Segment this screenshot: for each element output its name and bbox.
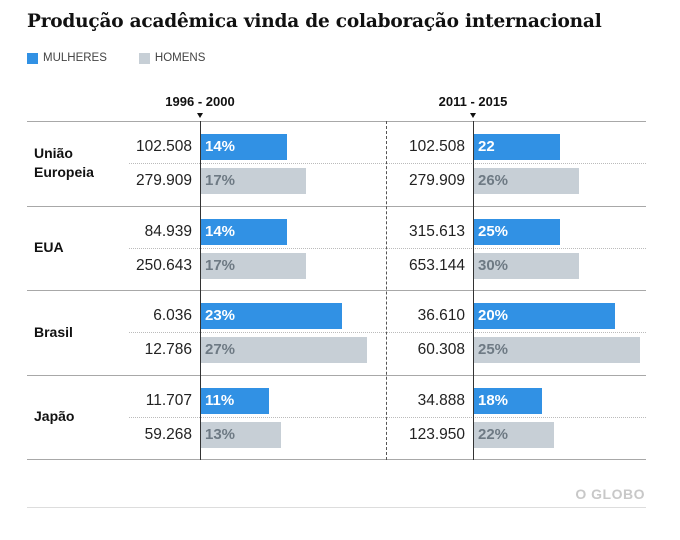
count-mulheres: 102.508 (135, 138, 192, 155)
legend-label-homens: HOMENS (154, 52, 206, 64)
count-mulheres: 6.036 (153, 307, 192, 324)
count-homens: 60.308 (417, 341, 465, 358)
bar-homens: 30% (474, 252, 579, 279)
sub-divider (129, 247, 386, 249)
bar-homens: 27% (201, 337, 367, 363)
legend-item-homens: HOMENS (138, 52, 206, 64)
row-divider (27, 374, 646, 376)
bar-label-mulheres: 18% (478, 391, 509, 409)
bar-label-homens: 27% (205, 341, 236, 358)
sub-divider (129, 163, 386, 164)
sub-divider (386, 416, 646, 418)
period-divider (386, 121, 387, 460)
bar-homens: 17% (201, 168, 306, 194)
country-label: Japão (34, 408, 75, 424)
bar-label-mulheres: 20% (478, 307, 509, 324)
axis-line-2 (473, 121, 474, 460)
country-label: Brasil (34, 323, 73, 340)
bar-label-mulheres: 22 (478, 138, 495, 155)
bar-label-homens: 25% (478, 341, 509, 358)
legend-label-mulheres: MULHERES (43, 52, 107, 64)
bar-label-homens: 13% (205, 425, 236, 443)
bar-mulheres: 11% (201, 387, 269, 414)
bar-label-homens: 17% (205, 172, 236, 189)
bar-label-homens: 17% (205, 256, 236, 274)
count-mulheres: 102.508 (408, 138, 465, 155)
sub-divider (129, 332, 386, 333)
bar-label-mulheres: 14% (205, 222, 236, 240)
period-marker-1-icon (197, 113, 203, 118)
count-homens: 59.268 (144, 425, 192, 443)
period-label-2: 2011 - 2015 (438, 94, 508, 109)
bar-label-mulheres: 25% (478, 222, 509, 240)
row-divider (27, 459, 646, 460)
count-homens: 279.909 (408, 172, 465, 189)
legend: MULHERES HOMENS (27, 52, 237, 64)
period-label-1: 1996 - 2000 (165, 94, 235, 109)
footer-divider (27, 507, 646, 508)
sub-divider (386, 332, 646, 333)
bar-label-homens: 30% (478, 256, 509, 274)
brand-logo: O GLOBO (575, 486, 645, 502)
bar-homens: 26% (474, 168, 579, 194)
bar-mulheres: 20% (474, 303, 615, 329)
sub-divider (386, 163, 646, 164)
bar-label-homens: 22% (478, 425, 509, 443)
legend-swatch-mulheres (27, 52, 38, 64)
row-divider (27, 290, 646, 291)
bar-homens: 22% (474, 421, 554, 448)
bar-label-homens: 26% (478, 172, 509, 189)
bar-mulheres: 23% (201, 303, 342, 329)
bar-label-mulheres: 11% (205, 391, 235, 409)
count-mulheres: 11.707 (145, 391, 192, 409)
legend-item-mulheres: MULHERES (27, 52, 107, 64)
count-homens: 12.786 (144, 341, 192, 358)
count-homens: 250.643 (135, 256, 192, 274)
bar-mulheres: 22 (474, 134, 560, 160)
bar-mulheres: 14% (201, 134, 287, 160)
count-mulheres: 34.888 (417, 391, 465, 409)
count-homens: 279.909 (135, 172, 192, 189)
bar-homens: 25% (474, 337, 640, 363)
bar-mulheres: 18% (474, 387, 542, 414)
period-marker-2-icon (470, 113, 476, 118)
sub-divider (129, 416, 386, 418)
country-label: EUA (34, 239, 64, 255)
bar-mulheres: 25% (474, 218, 560, 245)
count-homens: 123.950 (408, 425, 465, 443)
row-divider (27, 205, 646, 207)
count-homens: 653.144 (408, 256, 465, 274)
bar-label-mulheres: 23% (205, 307, 236, 324)
bar-homens: 13% (201, 421, 281, 448)
row-divider (27, 121, 646, 122)
country-label: União Europeia (34, 145, 94, 180)
chart-title: Produção acadêmica vinda de colaboração … (27, 11, 602, 32)
axis-line-1 (200, 121, 201, 460)
bar-mulheres: 14% (201, 218, 287, 245)
count-mulheres: 84.939 (144, 222, 192, 240)
legend-swatch-homens (138, 52, 150, 64)
bar-homens: 17% (201, 252, 306, 279)
bar-label-mulheres: 14% (205, 138, 236, 155)
count-mulheres: 315.613 (408, 222, 465, 240)
sub-divider (386, 247, 646, 249)
count-mulheres: 36.610 (417, 307, 465, 324)
